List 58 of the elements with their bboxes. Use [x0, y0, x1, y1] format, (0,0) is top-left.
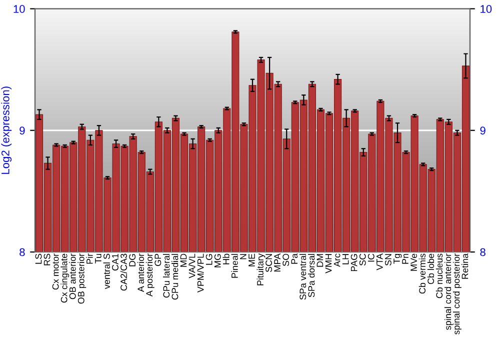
- x-tick-label: VA/VL: [188, 254, 196, 278]
- x-tick-label: LS: [35, 254, 42, 264]
- x-tick-label: MD: [180, 254, 187, 267]
- y-axis-title: Log2 (expression): [1, 86, 12, 174]
- x-tick-label: SPa ventral: [299, 254, 306, 300]
- x-tick-label: SPa dorsal: [308, 254, 315, 298]
- x-tick-label: MVe: [410, 254, 417, 271]
- x-tick-label: Pituitary: [256, 253, 266, 286]
- x-tick-label: SCN: [266, 254, 272, 272]
- x-tick-label: Cb vermis: [418, 254, 426, 294]
- x-tick-label: OB posterior: [78, 254, 86, 304]
- x-tick-label: MG: [214, 254, 221, 268]
- x-tick-label: spinal cord anterior: [444, 254, 453, 330]
- x-tick-label: CA2/CA3: [120, 254, 127, 291]
- x-tick-label: IC: [368, 254, 374, 262]
- x-tick-label: VTA: [376, 253, 383, 270]
- x-tick-label: PAG: [350, 254, 358, 272]
- x-tick-label: Pineal: [231, 254, 238, 278]
- x-tick-label: DM: [316, 254, 324, 267]
- y2-tick-label: 9: [480, 126, 486, 135]
- x-tick-label: Pir: [86, 254, 93, 264]
- x-tick-label: Cx cingulate: [60, 254, 70, 303]
- x-tick-label: LG: [206, 254, 212, 265]
- x-tick-label: N: [240, 254, 246, 260]
- x-tick-label: OB anterior: [69, 254, 76, 300]
- y-tick-label: 10: [14, 5, 25, 13]
- y-tick-label: 9: [20, 126, 25, 135]
- x-tick-label: GP: [154, 254, 162, 266]
- x-tick-label: Cb nucleus: [436, 254, 443, 298]
- x-tick-label: Cx motor: [52, 254, 59, 290]
- x-tick-label: ventral S: [103, 254, 110, 289]
- x-tick-label: LH: [342, 254, 349, 264]
- x-tick-label: VMH: [325, 254, 332, 274]
- x-tick-label: Pn: [402, 254, 408, 264]
- x-tick-label: Hb: [222, 254, 230, 264]
- x-tick-label: spinal cord posterior: [453, 254, 462, 334]
- x-tick-label: CA1: [112, 254, 118, 270]
- x-tick-label: RS: [44, 254, 50, 266]
- x-tick-label: A posterior: [146, 254, 154, 297]
- x-tick-label: Tu: [95, 254, 102, 264]
- x-tick-label: Pa: [291, 253, 298, 264]
- x-tick-label: ME: [248, 254, 255, 266]
- x-tick-label: MPA: [274, 253, 280, 272]
- x-tick-label: SO: [282, 254, 290, 266]
- x-tick-label: Arc: [334, 254, 340, 267]
- y2-tick-label: 10: [480, 5, 492, 13]
- x-tick-label: A anterior: [137, 254, 144, 292]
- x-tick-label: DG: [129, 254, 136, 266]
- x-tick-label: Retina: [462, 253, 468, 279]
- y-tick-label: 8: [20, 248, 25, 256]
- x-tick-label: CPu lateral: [163, 254, 170, 298]
- x-tick-label: SC: [359, 254, 366, 266]
- x-tick-label: Cb lobe: [427, 254, 434, 284]
- y2-tick-label: 8: [480, 248, 486, 256]
- x-tick-label: Tg: [394, 254, 402, 264]
- x-tick-label: SN: [385, 254, 392, 266]
- x-tick-label: CPu medial: [172, 254, 178, 300]
- x-tick-label: VPM/VPL: [197, 254, 204, 292]
